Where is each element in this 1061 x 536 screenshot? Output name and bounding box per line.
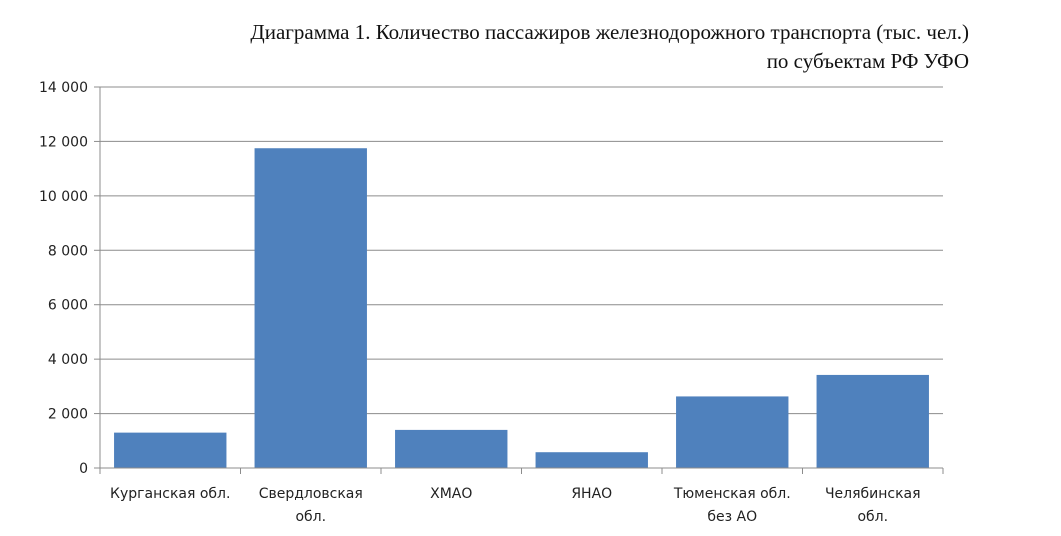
y-tick-label: 4 000 — [48, 352, 88, 368]
x-axis-labels: Курганская обл. Свердловская обл. ХМАО ЯНАО Т… — [99, 468, 944, 525]
x-category-label: ХМАО — [430, 486, 472, 502]
y-tick-label: 2 000 — [48, 407, 88, 423]
x-category-label: ЯНАО — [571, 486, 612, 502]
y-axis-ticks: 0 2 000 4 000 6 000 8 000 10 000 12 000 14 000 — [39, 80, 100, 477]
y-tick-label: 8 000 — [48, 243, 88, 259]
y-tick-label: 10 000 — [39, 189, 88, 205]
y-tick-label: 12 000 — [39, 134, 88, 150]
y-tick-label: 6 000 — [48, 298, 88, 314]
x-category-label: обл. — [295, 509, 326, 525]
gridlines — [100, 86, 943, 415]
x-category-label: Свердловская — [259, 486, 363, 502]
x-category-label: Курганская обл. — [110, 486, 230, 502]
bar — [254, 148, 367, 468]
x-category-label: без АО — [707, 509, 757, 525]
x-category-label: Челябинская — [825, 486, 921, 502]
chart-title-line-2: по субъектам РФ УФО — [766, 49, 969, 73]
y-tick-label: 0 — [79, 461, 88, 477]
chart-title: Диаграмма 1. Количество пассажиров желез… — [250, 18, 969, 76]
bar — [676, 396, 789, 468]
x-category-label: обл. — [857, 509, 888, 525]
axes — [99, 87, 943, 469]
bar — [535, 452, 648, 468]
x-category-label: Тюменская обл. — [673, 486, 791, 502]
bar — [816, 374, 929, 468]
bar — [114, 432, 227, 468]
chart-title-line-1: Диаграмма 1. Количество пассажиров желез… — [250, 20, 969, 44]
bar — [395, 429, 508, 468]
bars — [114, 148, 929, 468]
y-tick-label: 14 000 — [39, 80, 88, 96]
